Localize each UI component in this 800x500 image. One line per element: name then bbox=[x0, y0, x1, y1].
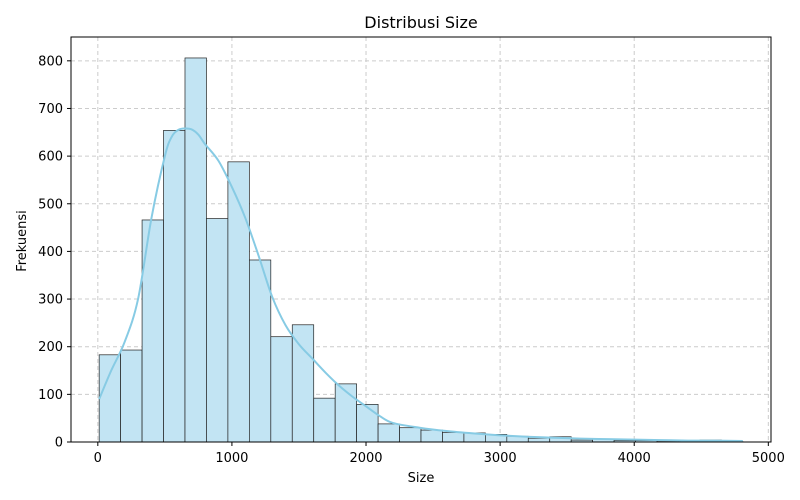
histogram-bar-16 bbox=[442, 432, 465, 443]
x-tick-label-5: 5000 bbox=[752, 451, 785, 466]
x-axis-label: Size bbox=[408, 471, 435, 486]
kde-curve bbox=[98, 127, 743, 443]
histogram-bar-1 bbox=[120, 349, 143, 443]
histogram-bar-14 bbox=[399, 427, 422, 443]
histogram-bar-0 bbox=[98, 354, 121, 443]
y-tick-label-2: 200 bbox=[38, 340, 63, 355]
y-tick-label-6: 600 bbox=[38, 150, 63, 165]
y-tick-label-5: 500 bbox=[38, 197, 63, 212]
histogram-bar-9 bbox=[291, 324, 315, 443]
y-axis-ticks: 0 100 200 300 400 500 600 700 800 bbox=[38, 54, 71, 451]
x-axis-ticks: 0 1000 2000 3000 4000 5000 bbox=[94, 442, 785, 466]
histogram-bar-7 bbox=[249, 259, 272, 443]
x-tick-label-2: 2000 bbox=[349, 451, 382, 466]
histogram-bar-8 bbox=[270, 336, 293, 443]
y-tick-label-1: 100 bbox=[38, 388, 63, 403]
x-tick-label-4: 4000 bbox=[618, 451, 651, 466]
y-tick-label-7: 700 bbox=[38, 102, 63, 117]
histogram-bar-5 bbox=[206, 218, 229, 443]
y-tick-label-3: 300 bbox=[38, 293, 63, 308]
histogram-bar-12 bbox=[356, 404, 379, 443]
histogram-bar-4 bbox=[184, 57, 207, 443]
histogram-bar-13 bbox=[377, 423, 400, 443]
y-tick-label-4: 400 bbox=[38, 245, 63, 260]
y-axis-label: Frekuensi bbox=[15, 210, 30, 272]
histogram-bar-3 bbox=[163, 130, 186, 443]
histogram-bar-20 bbox=[527, 437, 551, 443]
x-tick-label-3: 3000 bbox=[484, 451, 517, 466]
histogram-bars bbox=[98, 57, 744, 443]
x-tick-label-1: 1000 bbox=[215, 451, 248, 466]
x-tick-label-0: 0 bbox=[94, 451, 102, 466]
histogram-bar-10 bbox=[313, 397, 336, 443]
y-tick-label-0: 0 bbox=[55, 436, 63, 451]
chart-title: Distribusi Size bbox=[364, 13, 477, 32]
y-tick-label-8: 800 bbox=[38, 54, 63, 69]
plot-frame bbox=[70, 36, 772, 443]
histogram-bar-15 bbox=[420, 429, 443, 443]
